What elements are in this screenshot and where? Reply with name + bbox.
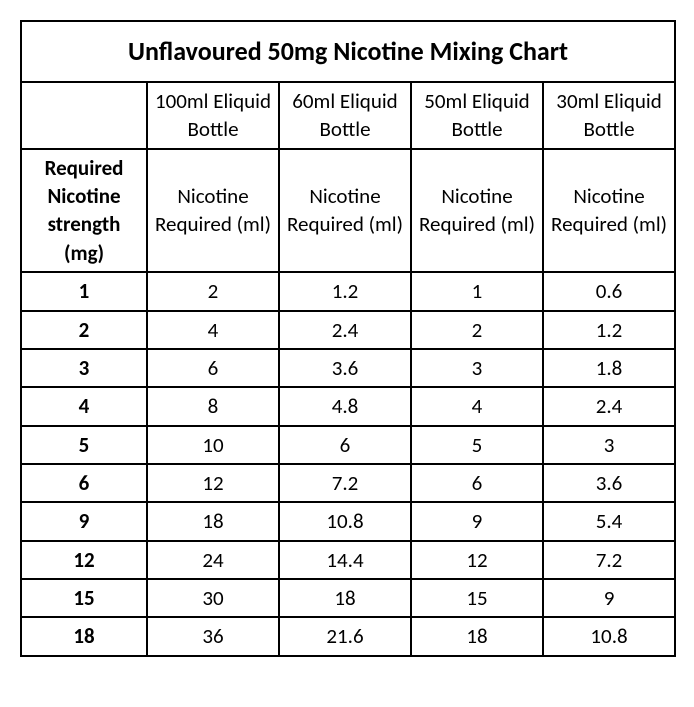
data-cell: 3.6 <box>279 349 411 387</box>
table-row: 484.842.4 <box>21 387 675 425</box>
data-cell: 9 <box>411 502 543 540</box>
data-cell: 10.8 <box>279 502 411 540</box>
data-cell: 4 <box>147 311 279 349</box>
data-cell: 1 <box>411 272 543 310</box>
data-cell: 36 <box>147 617 279 655</box>
data-cell: 5 <box>411 426 543 464</box>
col-sub-60ml: Nicotine Required (ml) <box>279 149 411 272</box>
mixing-chart-table: Unflavoured 50mg Nicotine Mixing Chart 1… <box>20 20 676 657</box>
data-cell: 8 <box>147 387 279 425</box>
data-cell: 18 <box>411 617 543 655</box>
subheader-row: Required Nicotine strength (mg) Nicotine… <box>21 149 675 272</box>
table-row: 122414.4127.2 <box>21 541 675 579</box>
data-cell: 18 <box>147 502 279 540</box>
table-title: Unflavoured 50mg Nicotine Mixing Chart <box>21 21 675 82</box>
table-row: 91810.895.4 <box>21 502 675 540</box>
data-cell: 12 <box>411 541 543 579</box>
data-cell: 7.2 <box>543 541 675 579</box>
row-mg-header: 5 <box>21 426 147 464</box>
table-body: Unflavoured 50mg Nicotine Mixing Chart 1… <box>21 21 675 656</box>
data-cell: 4 <box>411 387 543 425</box>
row-mg-header: 3 <box>21 349 147 387</box>
data-cell: 15 <box>411 579 543 617</box>
bottle-header-60ml: 60ml Eliquid Bottle <box>279 82 411 149</box>
data-cell: 7.2 <box>279 464 411 502</box>
data-cell: 4.8 <box>279 387 411 425</box>
bottle-header-50ml: 50ml Eliquid Bottle <box>411 82 543 149</box>
data-cell: 6 <box>279 426 411 464</box>
row-mg-header: 9 <box>21 502 147 540</box>
bottle-header-30ml: 30ml Eliquid Bottle <box>543 82 675 149</box>
row-mg-header: 12 <box>21 541 147 579</box>
data-cell: 3.6 <box>543 464 675 502</box>
bottle-header-100ml: 100ml Eliquid Bottle <box>147 82 279 149</box>
row-mg-header: 18 <box>21 617 147 655</box>
table-row: 510653 <box>21 426 675 464</box>
data-cell: 1.2 <box>279 272 411 310</box>
table-row: 363.631.8 <box>21 349 675 387</box>
empty-corner-cell <box>21 82 147 149</box>
table-row: 6127.263.6 <box>21 464 675 502</box>
col-sub-100ml: Nicotine Required (ml) <box>147 149 279 272</box>
data-cell: 1.8 <box>543 349 675 387</box>
data-cell: 12 <box>147 464 279 502</box>
bottle-header-row: 100ml Eliquid Bottle 60ml Eliquid Bottle… <box>21 82 675 149</box>
row-label-header: Required Nicotine strength (mg) <box>21 149 147 272</box>
table-row: 121.210.6 <box>21 272 675 310</box>
data-cell: 10 <box>147 426 279 464</box>
data-cell: 14.4 <box>279 541 411 579</box>
data-cell: 9 <box>543 579 675 617</box>
col-sub-50ml: Nicotine Required (ml) <box>411 149 543 272</box>
data-cell: 2 <box>411 311 543 349</box>
table-row: 183621.61810.8 <box>21 617 675 655</box>
data-cell: 3 <box>543 426 675 464</box>
row-mg-header: 2 <box>21 311 147 349</box>
table-row: 153018159 <box>21 579 675 617</box>
row-mg-header: 1 <box>21 272 147 310</box>
data-cell: 5.4 <box>543 502 675 540</box>
data-cell: 0.6 <box>543 272 675 310</box>
row-mg-header: 4 <box>21 387 147 425</box>
col-sub-30ml: Nicotine Required (ml) <box>543 149 675 272</box>
row-mg-header: 6 <box>21 464 147 502</box>
title-row: Unflavoured 50mg Nicotine Mixing Chart <box>21 21 675 82</box>
data-cell: 10.8 <box>543 617 675 655</box>
data-cell: 2 <box>147 272 279 310</box>
data-cell: 1.2 <box>543 311 675 349</box>
data-cell: 30 <box>147 579 279 617</box>
data-cell: 21.6 <box>279 617 411 655</box>
data-cell: 3 <box>411 349 543 387</box>
data-cell: 6 <box>411 464 543 502</box>
data-cell: 18 <box>279 579 411 617</box>
row-mg-header: 15 <box>21 579 147 617</box>
data-cell: 2.4 <box>543 387 675 425</box>
data-cell: 24 <box>147 541 279 579</box>
table-row: 242.421.2 <box>21 311 675 349</box>
data-cell: 2.4 <box>279 311 411 349</box>
data-cell: 6 <box>147 349 279 387</box>
